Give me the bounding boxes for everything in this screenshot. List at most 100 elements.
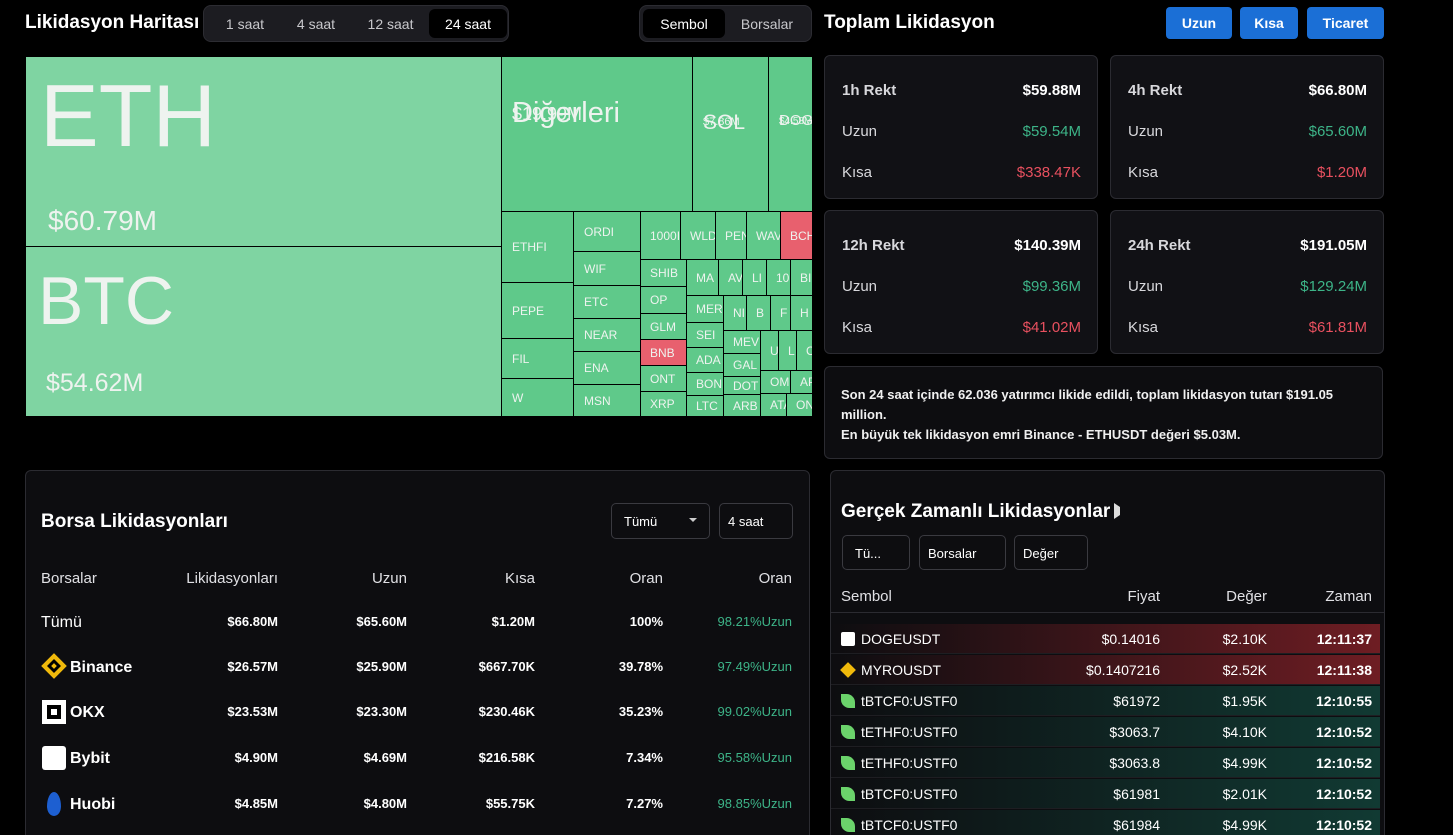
treemap-cell[interactable]: WIF — [574, 252, 640, 285]
exchange-name: Tümü — [41, 614, 82, 631]
treemap-cell[interactable]: DOT — [724, 377, 760, 394]
symbol: MYROUSDT — [861, 662, 942, 678]
realtime-row — [831, 717, 1380, 747]
treemap-cell[interactable]: L — [779, 331, 796, 370]
treemap-cell[interactable]: BI — [791, 260, 812, 295]
treemap-cell[interactable]: ORDI — [574, 212, 640, 251]
realtime-row — [831, 779, 1380, 809]
treemap-label: BNB — [650, 346, 675, 360]
filter-dropdown[interactable]: Borsalar — [919, 535, 1006, 570]
exchange-icon — [841, 725, 855, 739]
mute-icon[interactable] — [1114, 503, 1130, 519]
realtime-row — [831, 624, 1380, 654]
treemap-cell[interactable]: LTC — [687, 396, 723, 416]
treemap-cell[interactable]: WAV — [747, 212, 780, 259]
view-tab[interactable]: Borsalar — [740, 15, 794, 32]
treemap-label: OM — [770, 375, 790, 389]
filter-dropdown[interactable]: Tümü — [611, 503, 710, 539]
treemap-cell[interactable]: BTC $54.62M — [26, 247, 501, 416]
treemap-cell[interactable]: ETHFI — [502, 212, 573, 282]
treemap-label: BTC — [38, 262, 174, 339]
treemap-cell[interactable]: H — [791, 296, 812, 330]
treemap-cell[interactable]: ARB — [724, 395, 760, 416]
table-cell: $25.90M — [356, 659, 407, 674]
view-tab[interactable]: Sembol — [643, 9, 725, 38]
treemap-cell[interactable]: XRP — [641, 392, 686, 416]
treemap-label: B — [756, 306, 765, 320]
treemap-cell[interactable]: MA — [687, 260, 718, 295]
treemap-cell[interactable]: OM — [761, 371, 790, 393]
time-tab[interactable]: 12 saat — [367, 15, 414, 32]
time-tab[interactable]: 24 saat — [429, 9, 507, 38]
filter-label: 4 saat — [728, 514, 764, 529]
exchange-icon — [841, 787, 855, 801]
column-header: Uzun — [371, 570, 407, 587]
treemap-cell[interactable]: LI — [743, 260, 766, 295]
treemap-cell[interactable]: PEPE — [502, 283, 573, 338]
treemap-value: $4.58M — [779, 116, 812, 127]
treemap-cell[interactable]: NEAR — [574, 319, 640, 351]
treemap-cell[interactable]: FIL — [502, 339, 573, 378]
summary-button[interactable]: Uzun — [1166, 7, 1232, 39]
treemap-cell[interactable]: MER — [687, 296, 723, 322]
treemap-value: $19.99M — [512, 104, 583, 124]
table-cell: 7.27% — [626, 796, 663, 811]
table-cell: 35.23% — [618, 704, 663, 719]
treemap-cell[interactable]: MEV — [724, 331, 760, 353]
treemap-cell[interactable]: ATA — [761, 394, 786, 416]
treemap-label: MSN — [584, 394, 611, 408]
treemap-cell[interactable]: SOL $7.86M — [693, 57, 768, 211]
treemap-cell[interactable]: WLD — [681, 212, 715, 259]
treemap-label: 1000I — [650, 229, 680, 243]
treemap-cell[interactable]: F — [771, 296, 790, 330]
table-cell: $1.95K — [1222, 693, 1267, 709]
treemap-label: AP — [800, 375, 812, 389]
table-cell: 97.49%Uzun — [717, 659, 792, 674]
treemap-cell[interactable]: NI — [724, 296, 746, 330]
treemap-cell[interactable]: PEN — [716, 212, 746, 259]
treemap-cell[interactable]: B — [747, 296, 770, 330]
treemap-cell[interactable]: ETC — [574, 286, 640, 318]
treemap-cell[interactable]: DOG $4.58M — [769, 57, 812, 211]
treemap-cell[interactable]: AP — [791, 371, 812, 393]
treemap-cell[interactable]: SEI — [687, 323, 723, 347]
filter-dropdown[interactable]: Değer — [1014, 535, 1088, 570]
treemap-label: FIL — [512, 352, 530, 366]
table-cell: 12:10:52 — [1315, 755, 1372, 771]
treemap-cell[interactable]: U — [761, 331, 778, 370]
treemap-cell[interactable]: ETH $60.79M — [26, 57, 501, 246]
treemap-cell[interactable]: ADA — [687, 348, 723, 372]
treemap-cell[interactable]: ENA — [574, 352, 640, 384]
time-tab[interactable]: 1 saat — [225, 15, 265, 32]
treemap-cell[interactable]: 10 — [767, 260, 790, 295]
treemap-cell[interactable]: ON — [787, 394, 812, 416]
treemap-label: SEI — [696, 328, 716, 342]
filter-dropdown[interactable]: 4 saat — [719, 503, 793, 539]
treemap-cell[interactable]: GAL — [724, 354, 760, 376]
treemap-cell[interactable]: Diğerleri $19.99M — [502, 57, 692, 211]
treemap-cell[interactable]: AV — [719, 260, 742, 295]
filter-dropdown[interactable]: Tü... — [842, 535, 910, 570]
treemap-cell[interactable]: C — [797, 331, 812, 370]
table-cell: $61972 — [1113, 693, 1160, 709]
treemap-cell[interactable]: OP — [641, 287, 686, 313]
time-tab[interactable]: 4 saat — [296, 15, 336, 32]
treemap-cell[interactable]: GLM — [641, 314, 686, 339]
treemap-cell[interactable]: SHIB — [641, 260, 686, 286]
table-cell: $2.01K — [1222, 786, 1267, 802]
card-row-label: Uzun — [842, 278, 878, 295]
summary-button[interactable]: Kısa — [1240, 7, 1298, 39]
treemap-cell[interactable]: BNB — [641, 340, 686, 365]
treemap-cell[interactable]: 1000I — [641, 212, 680, 259]
treemap-cell[interactable]: ONT — [641, 366, 686, 391]
realtime-row — [831, 686, 1380, 716]
treemap-cell[interactable]: BON — [687, 373, 723, 395]
treemap-cell[interactable]: W — [502, 379, 573, 416]
treemap-cell[interactable]: BCH — [781, 212, 812, 259]
table-cell: $23.53M — [227, 704, 278, 719]
symbol: tBTCF0:USTF0 — [861, 693, 958, 709]
summary-button[interactable]: Ticaret — [1307, 7, 1384, 39]
treemap-cell[interactable]: MSN — [574, 385, 640, 416]
treemap-label: ENA — [584, 361, 609, 375]
table-cell: 12:11:38 — [1316, 662, 1372, 678]
